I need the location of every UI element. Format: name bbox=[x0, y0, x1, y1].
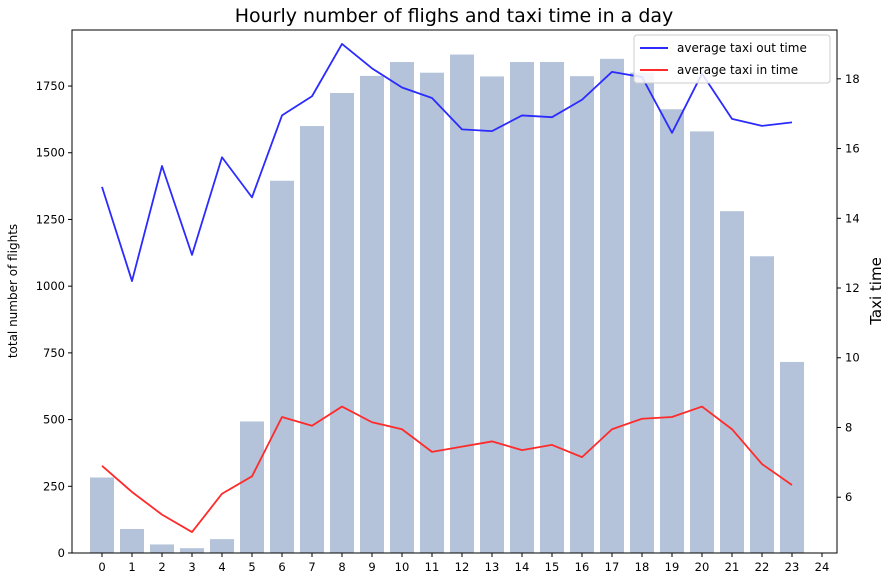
bar-hour-1 bbox=[120, 528, 144, 553]
x-tick-label: 18 bbox=[635, 560, 650, 574]
y-right-tick-label: 6 bbox=[845, 490, 852, 504]
x-tick-label: 22 bbox=[755, 560, 770, 574]
bar-hour-0 bbox=[90, 477, 114, 553]
bar-hour-17 bbox=[600, 58, 624, 554]
y-left-tick-label: 750 bbox=[43, 346, 65, 360]
y-right-tick-label: 12 bbox=[845, 281, 860, 295]
chart-title: Hourly number of flighs and taxi time in… bbox=[235, 5, 674, 27]
plot-frame bbox=[71, 29, 838, 554]
bar-hour-5 bbox=[240, 421, 264, 553]
y-left-tick-label: 1500 bbox=[36, 146, 65, 160]
bar-hour-3 bbox=[180, 548, 204, 553]
y-left-tick-label: 250 bbox=[43, 479, 65, 493]
x-tick-label: 24 bbox=[815, 560, 830, 574]
bars-layer bbox=[90, 54, 804, 554]
bar-hour-13 bbox=[480, 76, 504, 553]
x-tick-label: 10 bbox=[395, 560, 410, 574]
x-tick-label: 13 bbox=[485, 560, 500, 574]
y-axis-right-label: Taxi time bbox=[867, 257, 885, 326]
bar-hour-6 bbox=[270, 180, 294, 553]
bar-hour-18 bbox=[630, 72, 654, 553]
x-tick-label: 6 bbox=[278, 560, 285, 574]
bar-hour-10 bbox=[390, 62, 414, 553]
x-tick-label: 14 bbox=[515, 560, 530, 574]
bar-hour-19 bbox=[660, 109, 684, 553]
bar-hour-21 bbox=[720, 211, 744, 554]
x-tick-label: 17 bbox=[605, 560, 620, 574]
x-tick-label: 8 bbox=[338, 560, 345, 574]
y-left-tick-label: 500 bbox=[43, 413, 65, 427]
x-tick-label: 7 bbox=[308, 560, 315, 574]
y-right-tick-label: 8 bbox=[845, 420, 852, 434]
bar-hour-15 bbox=[540, 62, 564, 553]
y-left-tick-label: 1250 bbox=[36, 212, 65, 226]
series-line-taxi-in bbox=[101, 405, 793, 533]
bar-hour-20 bbox=[690, 131, 714, 554]
y-axis-left: 0 250 500 750 1000 1250 1500 1750 bbox=[36, 79, 72, 560]
x-tick-label: 4 bbox=[218, 560, 225, 574]
legend-label-taxi-out: average taxi out time bbox=[677, 41, 807, 55]
bar-hour-4 bbox=[210, 539, 234, 553]
x-tick-label: 11 bbox=[425, 560, 440, 574]
x-tick-label: 19 bbox=[665, 560, 680, 574]
bar-hour-12 bbox=[450, 54, 474, 553]
x-tick-label: 21 bbox=[725, 560, 740, 574]
y-left-tick-label: 0 bbox=[58, 546, 65, 560]
x-tick-label: 15 bbox=[545, 560, 560, 574]
bar-hour-16 bbox=[570, 76, 594, 554]
x-tick-label: 9 bbox=[368, 560, 375, 574]
bar-hour-2 bbox=[150, 544, 174, 553]
y-right-tick-label: 16 bbox=[845, 142, 860, 156]
y-axis-right: 6 8 10 12 14 16 18 bbox=[837, 72, 860, 504]
bar-hour-14 bbox=[510, 62, 534, 553]
y-right-tick-label: 10 bbox=[845, 351, 860, 365]
x-tick-label: 16 bbox=[575, 560, 590, 574]
series-line-taxi-out bbox=[101, 43, 793, 282]
bar-hour-22 bbox=[750, 256, 774, 553]
y-axis-left-label: total number of flights bbox=[6, 224, 20, 358]
legend-label-taxi-in: average taxi in time bbox=[677, 63, 798, 77]
y-left-tick-label: 1000 bbox=[36, 279, 65, 293]
bar-hour-9 bbox=[360, 75, 384, 553]
x-tick-label: 1 bbox=[128, 560, 135, 574]
bar-hour-23 bbox=[780, 361, 804, 553]
x-tick-label: 5 bbox=[248, 560, 255, 574]
x-axis: 0 1 2 3 4 5 6 7 8 9 10 11 12 13 14 15 16 17 18 19 20 21 22 23 24 bbox=[98, 553, 829, 574]
legend: average taxi out time average taxi in ti… bbox=[633, 34, 831, 84]
legend-box bbox=[633, 34, 831, 84]
bar-hour-11 bbox=[420, 72, 444, 553]
x-tick-label: 2 bbox=[158, 560, 165, 574]
bar-hour-8 bbox=[330, 92, 354, 553]
y-left-tick-label: 1750 bbox=[36, 79, 65, 93]
y-right-tick-label: 14 bbox=[845, 211, 860, 225]
lines-layer bbox=[101, 43, 793, 533]
y-right-tick-label: 18 bbox=[845, 72, 860, 86]
x-tick-label: 12 bbox=[455, 560, 470, 574]
bar-hour-7 bbox=[300, 126, 324, 554]
x-tick-label: 20 bbox=[695, 560, 710, 574]
x-tick-label: 0 bbox=[98, 560, 105, 574]
x-tick-label: 23 bbox=[785, 560, 800, 574]
x-tick-label: 3 bbox=[188, 560, 195, 574]
